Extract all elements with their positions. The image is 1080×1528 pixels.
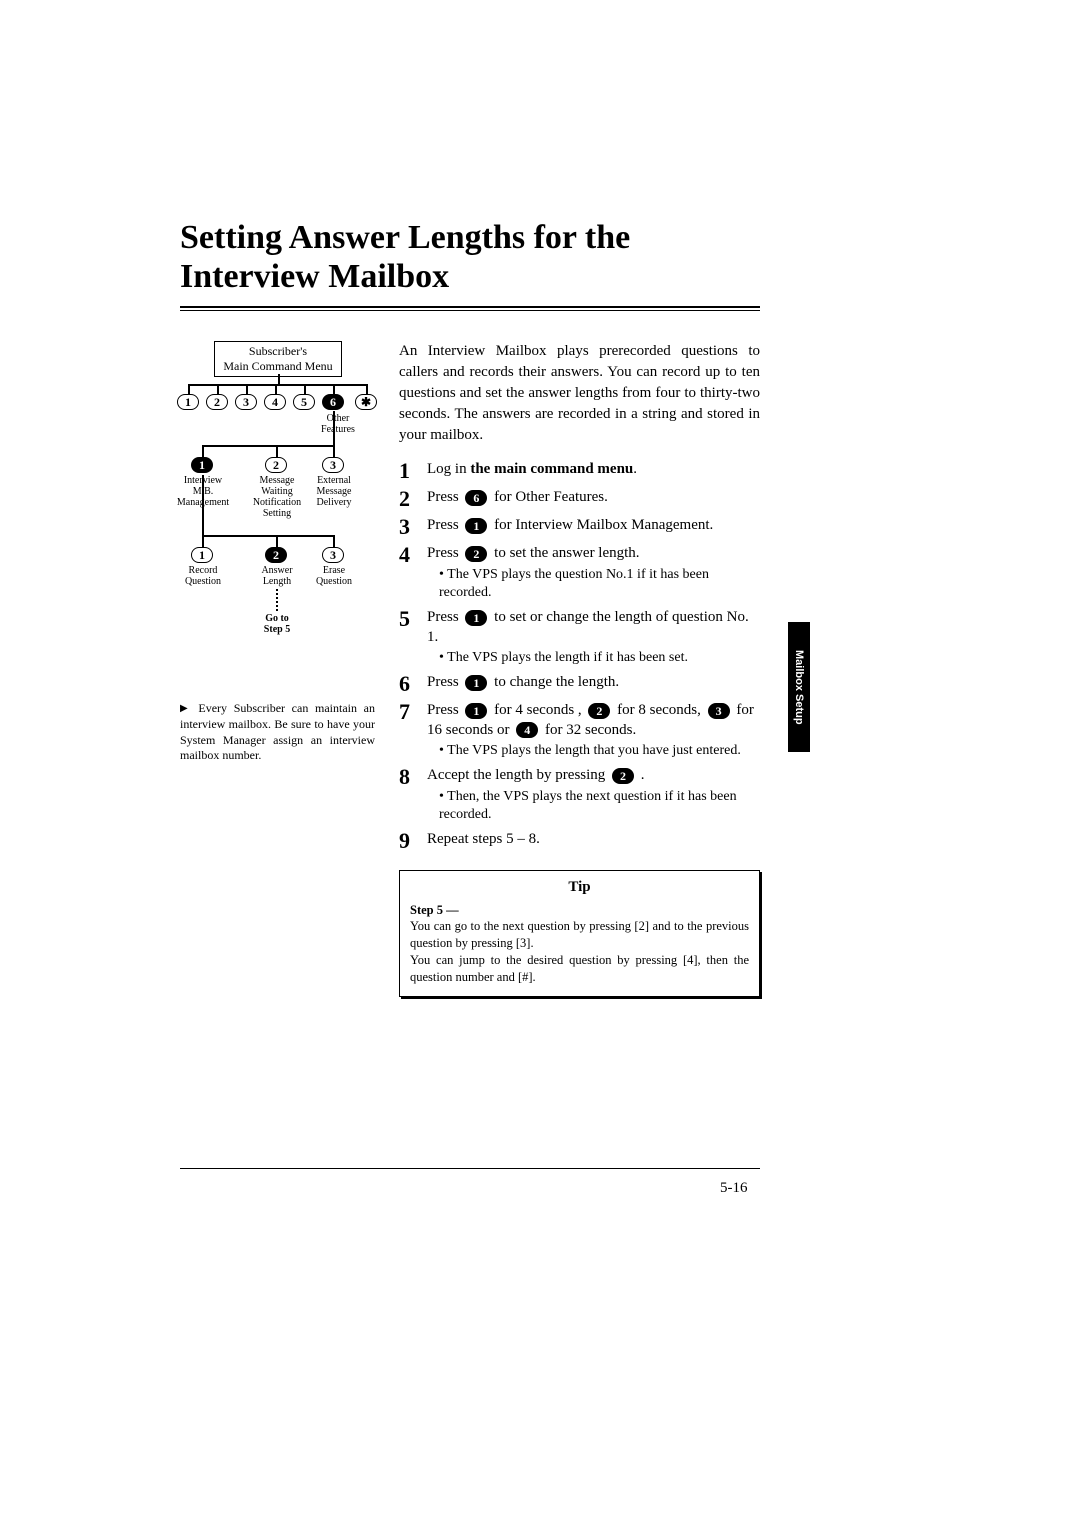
tip-box: Tip Step 5 — You can go to the next ques… bbox=[399, 870, 760, 997]
step-1: 1Log in the main command menu. bbox=[399, 460, 760, 482]
key-icon: 1 bbox=[465, 518, 487, 534]
key-icon: 2 bbox=[612, 768, 634, 784]
step-sub: • The VPS plays the question No.1 if it … bbox=[439, 566, 760, 602]
key-icon: 1 bbox=[465, 703, 487, 719]
step-body: Press 1 for 4 seconds , 2 for 8 seconds,… bbox=[427, 701, 760, 760]
step-body: Accept the length by pressing 2 .• Then,… bbox=[427, 766, 760, 824]
diagram-r2-key-3: 3 bbox=[322, 457, 344, 473]
footer-rule bbox=[180, 1168, 760, 1169]
tip-step: Step 5 — bbox=[410, 902, 749, 919]
diagram-r3-key-2: 2 bbox=[265, 547, 287, 563]
step-5: 5Press 1 to set or change the length of … bbox=[399, 608, 760, 667]
key-icon: 4 bbox=[516, 722, 538, 738]
diagram-r3-key-1: 1 bbox=[191, 547, 213, 563]
diagram-key-✱: ✱ bbox=[355, 394, 377, 410]
step-6: 6Press 1 to change the length. bbox=[399, 673, 760, 695]
step-sub: • Then, the VPS plays the next question … bbox=[439, 788, 760, 824]
step-8: 8Accept the length by pressing 2 .• Then… bbox=[399, 766, 760, 824]
diagram-key-5: 5 bbox=[293, 394, 315, 410]
step-number: 8 bbox=[399, 766, 427, 788]
step-7: 7Press 1 for 4 seconds , 2 for 8 seconds… bbox=[399, 701, 760, 760]
step-body: Press 1 for Interview Mailbox Management… bbox=[427, 516, 760, 536]
step-9: 9Repeat steps 5 – 8. bbox=[399, 830, 760, 852]
step-number: 1 bbox=[399, 460, 427, 482]
diagram-r2-label-3: ExternalMessageDelivery bbox=[305, 475, 363, 508]
page-title: Setting Answer Lengths for the Interview… bbox=[180, 218, 760, 296]
step-body: Log in the main command menu. bbox=[427, 460, 760, 480]
diagram-key-2: 2 bbox=[206, 394, 228, 410]
step-number: 7 bbox=[399, 701, 427, 723]
key-icon: 3 bbox=[708, 703, 730, 719]
step-body: Press 1 to change the length. bbox=[427, 673, 760, 693]
diagram-r3-label-3: EraseQuestion bbox=[307, 565, 361, 587]
tip-title: Tip bbox=[410, 877, 749, 897]
key-icon: 1 bbox=[465, 675, 487, 691]
step-number: 9 bbox=[399, 830, 427, 852]
side-tab: Mailbox Setup bbox=[788, 622, 810, 752]
note-text: Every Subscriber can maintain an intervi… bbox=[180, 701, 375, 762]
other-features-label: OtherFeatures bbox=[313, 413, 363, 435]
diagram-key-4: 4 bbox=[264, 394, 286, 410]
step-list: 1Log in the main command menu.2Press 6 f… bbox=[399, 460, 760, 852]
step-sub: • The VPS plays the length if it has bee… bbox=[439, 649, 760, 667]
step-sub: • The VPS plays the length that you have… bbox=[439, 742, 760, 760]
diagram-note: ▶ Every Subscriber can maintain an inter… bbox=[180, 701, 375, 764]
goto-label: Go toStep 5 bbox=[254, 613, 300, 635]
step-body: Press 6 for Other Features. bbox=[427, 488, 760, 508]
diagram-key-6: 6 bbox=[322, 394, 344, 410]
menu-box: Subscriber'sMain Command Menu bbox=[214, 341, 342, 377]
step-number: 5 bbox=[399, 608, 427, 630]
key-icon: 2 bbox=[465, 546, 487, 562]
dotted-connector bbox=[276, 589, 278, 611]
step-number: 6 bbox=[399, 673, 427, 695]
diagram-key-1: 1 bbox=[177, 394, 199, 410]
step-body: Press 2 to set the answer length.• The V… bbox=[427, 544, 760, 602]
key-icon: 6 bbox=[465, 490, 487, 506]
diagram-r3-key-3: 3 bbox=[322, 547, 344, 563]
key-icon: 2 bbox=[588, 703, 610, 719]
diagram-key-3: 3 bbox=[235, 394, 257, 410]
key-icon: 1 bbox=[465, 610, 487, 626]
step-4: 4Press 2 to set the answer length.• The … bbox=[399, 544, 760, 602]
step-number: 3 bbox=[399, 516, 427, 538]
triangle-icon: ▶ bbox=[180, 701, 188, 717]
step-body: Repeat steps 5 – 8. bbox=[427, 830, 760, 850]
step-2: 2Press 6 for Other Features. bbox=[399, 488, 760, 510]
diagram-r3-label-1: RecordQuestion bbox=[176, 565, 230, 587]
diagram-r3-label-2: AnswerLength bbox=[250, 565, 304, 587]
step-3: 3Press 1 for Interview Mailbox Managemen… bbox=[399, 516, 760, 538]
title-rule-thin bbox=[180, 310, 760, 311]
step-number: 2 bbox=[399, 488, 427, 510]
tip-body-2: You can jump to the desired question by … bbox=[410, 952, 749, 986]
page-number: 5-16 bbox=[720, 1180, 748, 1197]
title-rule bbox=[180, 306, 760, 308]
diagram-r2-key-2: 2 bbox=[265, 457, 287, 473]
diagram-r2-key-1: 1 bbox=[191, 457, 213, 473]
diagram-r2-label-2: MessageWaitingNotificationSetting bbox=[248, 475, 306, 519]
step-body: Press 1 to set or change the length of q… bbox=[427, 608, 760, 667]
menu-diagram: Subscriber'sMain Command Menu 123456✱ Ot… bbox=[180, 341, 375, 671]
step-number: 4 bbox=[399, 544, 427, 566]
tip-body-1: You can go to the next question by press… bbox=[410, 918, 749, 952]
intro-paragraph: An Interview Mailbox plays prerecorded q… bbox=[399, 341, 760, 446]
